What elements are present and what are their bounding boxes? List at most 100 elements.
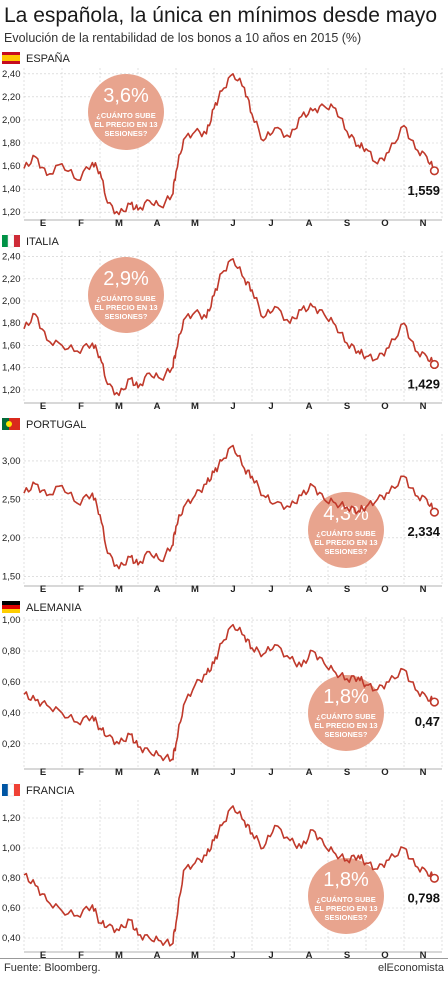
x-tick-label: F [78, 767, 84, 778]
bubble-question: EL PRECIO EN 13 [314, 721, 377, 730]
y-tick-label: 0,60 [2, 903, 21, 914]
last-value-label: 1,559 [407, 183, 440, 198]
y-tick-label: 2,00 [2, 533, 21, 544]
bubble-percent: 1,8% [323, 686, 369, 708]
x-tick-label: M [191, 218, 199, 229]
country-label: ALEMANIA [26, 602, 82, 614]
x-tick-label: S [344, 767, 350, 778]
last-value-label: 0,798 [407, 890, 440, 905]
x-tick-label: J [268, 767, 273, 778]
x-tick-label: O [381, 401, 388, 412]
y-tick-label: 2,40 [2, 252, 21, 263]
country-label: ESPAÑA [26, 52, 70, 65]
x-tick-label: F [78, 950, 84, 961]
x-tick-label: S [344, 401, 350, 412]
flag-france-icon [2, 783, 20, 797]
y-tick-label: 1,20 [2, 813, 21, 824]
x-tick-label: O [381, 584, 388, 595]
y-tick-label: 0,40 [2, 933, 21, 944]
chart-panel-alemania: ALEMANIA 0,20 0,40 0,60 0,80 1,00 E F M A M J J A S O N 1… [2, 601, 443, 778]
y-tick-label: 2,00 [2, 115, 21, 126]
x-tick-label: A [306, 767, 313, 778]
bubble-question: ¿CUÁNTO SUBE [316, 895, 375, 904]
x-tick-label: M [115, 584, 123, 595]
x-tick-label: N [420, 767, 427, 778]
y-tick-label: 0,40 [2, 708, 21, 719]
country-label: ITALIA [26, 236, 59, 248]
x-tick-label: E [40, 767, 46, 778]
y-tick-label: 1,50 [2, 571, 21, 582]
y-tick-label: 1,40 [2, 184, 21, 195]
x-tick-label: A [154, 950, 161, 961]
x-tick-label: N [420, 584, 427, 595]
x-tick-label: M [115, 401, 123, 412]
x-tick-label: J [230, 584, 235, 595]
x-tick-label: N [420, 401, 427, 412]
flag-germany-icon [2, 601, 20, 613]
y-tick-label: 1,60 [2, 340, 21, 351]
page-title: La española, la única en mínimos desde m… [4, 4, 438, 27]
page-subtitle: Evolución de la rentabilidad de los bono… [4, 31, 362, 45]
y-tick-label: 0,60 [2, 677, 21, 688]
x-tick-label: A [154, 584, 161, 595]
x-tick-label: M [191, 950, 199, 961]
x-tick-label: F [78, 401, 84, 412]
bubble-question: ¿CUÁNTO SUBE [96, 111, 155, 120]
bubble-question: ¿CUÁNTO SUBE [316, 529, 375, 538]
last-point-marker [429, 507, 440, 517]
bubble-question: SESIONES? [325, 913, 368, 922]
bubble-question: ¿CUÁNTO SUBE [316, 712, 375, 721]
footer-divider [0, 958, 448, 959]
x-tick-label: O [381, 950, 388, 961]
x-tick-label: J [268, 584, 273, 595]
footer-brand: elEconomista [377, 962, 444, 974]
x-tick-label: A [154, 767, 161, 778]
x-tick-label: A [154, 401, 161, 412]
bubble-percent: 4,3% [323, 503, 369, 525]
x-tick-label: A [154, 218, 161, 229]
bubble-question: EL PRECIO EN 13 [314, 538, 377, 547]
y-tick-label: 1,80 [2, 138, 21, 149]
x-tick-label: F [78, 218, 84, 229]
bubble-circle [308, 858, 384, 934]
x-tick-label: J [268, 401, 273, 412]
last-value-label: 0,47 [415, 714, 440, 729]
country-label: FRANCIA [26, 785, 75, 797]
bubble-question: ¿CUÁNTO SUBE [96, 294, 155, 303]
bubble-percent: 1,8% [323, 869, 369, 891]
x-tick-label: J [268, 950, 273, 961]
x-tick-label: A [306, 401, 313, 412]
x-tick-label: J [230, 218, 235, 229]
y-tick-label: 2,00 [2, 296, 21, 307]
x-tick-label: E [40, 950, 46, 961]
x-tick-label: E [40, 401, 46, 412]
bubble-circle [88, 74, 164, 150]
y-tick-label: 2,40 [2, 69, 21, 80]
x-tick-label: J [230, 401, 235, 412]
chart-panel-italia: ITALIA 1,20 1,40 1,60 1,80 2,00 2,20 2,40 E F M A M J… [2, 234, 443, 412]
flag-portugal-icon [2, 418, 20, 430]
y-tick-label: 0,80 [2, 646, 21, 657]
x-tick-label: A [306, 584, 313, 595]
y-tick-label: 1,20 [2, 385, 21, 396]
x-tick-label: M [115, 218, 123, 229]
x-tick-label: E [40, 218, 46, 229]
series-line [23, 258, 435, 397]
y-tick-label: 1,00 [2, 615, 21, 626]
x-tick-label: E [40, 584, 46, 595]
bubble-percent: 3,6% [103, 85, 149, 107]
x-tick-label: A [306, 218, 313, 229]
series-line [23, 623, 435, 762]
y-tick-label: 0,20 [2, 739, 21, 750]
last-point-marker [429, 697, 440, 707]
flag-italy-icon [2, 234, 20, 248]
x-tick-label: O [381, 218, 388, 229]
x-tick-label: J [230, 950, 235, 961]
bubble-circle [88, 257, 164, 333]
x-tick-label: J [268, 218, 273, 229]
y-tick-label: 2,20 [2, 92, 21, 103]
